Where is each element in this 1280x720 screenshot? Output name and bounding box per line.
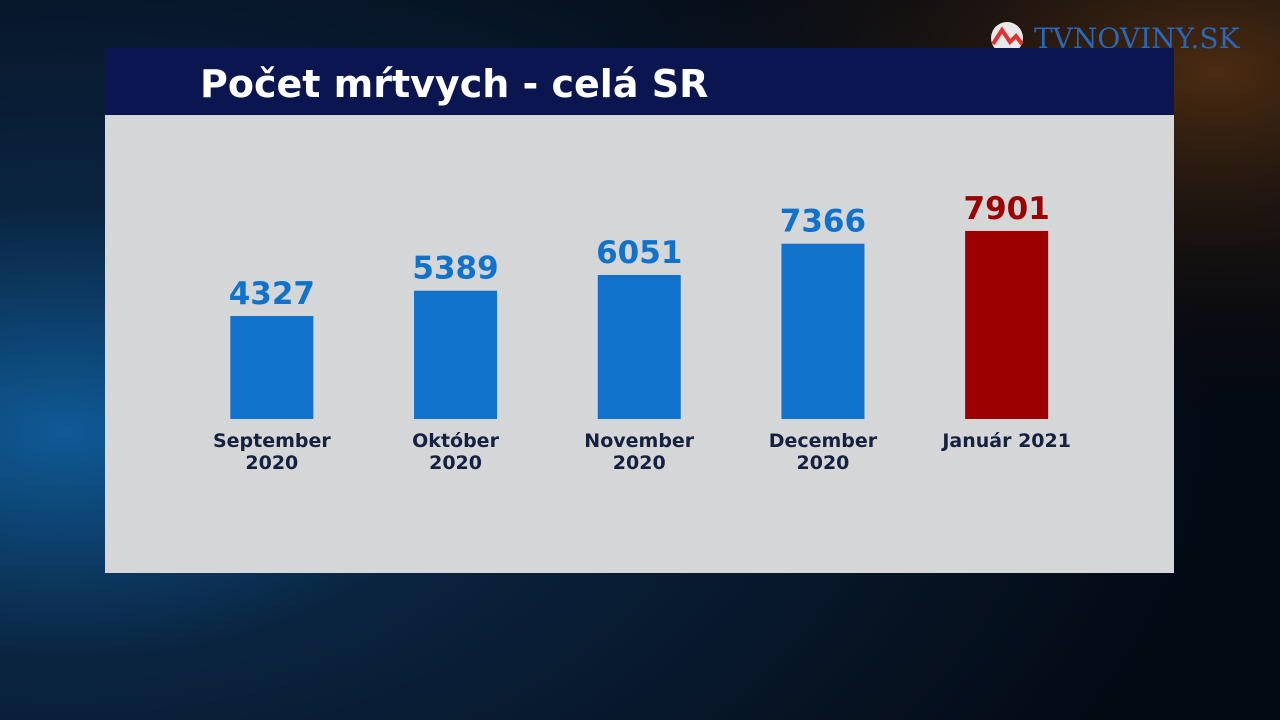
x-tick-label: December 2020 [769,430,878,474]
bar [597,274,681,419]
value-label: 5389 [412,251,498,287]
bar [781,243,865,419]
chart-title: Počet mŕtvych - celá SR [200,62,708,106]
title-bar [105,48,1174,115]
value-label: 7366 [780,204,866,240]
x-tick-label: Január 2021 [940,430,1071,452]
x-tick-label: Október 2020 [412,430,499,474]
value-label: 7901 [964,191,1050,227]
bar [965,230,1049,419]
value-label: 6051 [596,235,682,271]
bar [414,290,498,419]
bar [230,316,314,419]
value-label: 4327 [229,276,315,312]
logo-mark [991,26,1024,46]
x-tick-label: September 2020 [213,430,331,474]
x-tick-label: November 2020 [584,430,695,474]
